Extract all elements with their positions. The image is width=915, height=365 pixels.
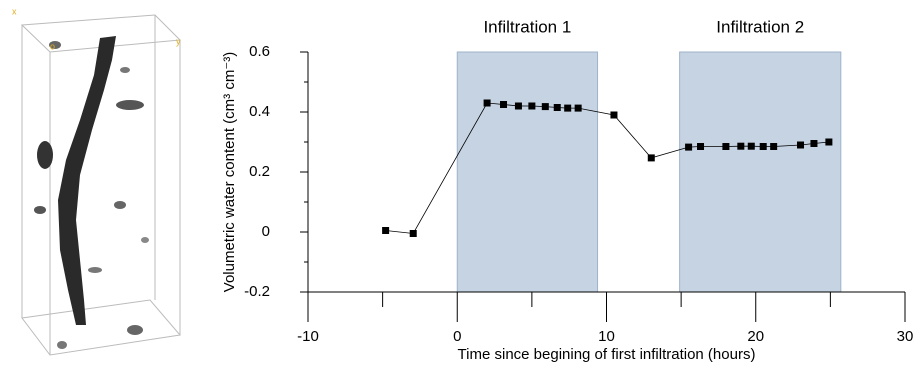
data-point <box>770 143 778 150</box>
blob <box>88 267 102 273</box>
blob <box>141 237 149 243</box>
blob <box>120 67 130 73</box>
data-point <box>825 138 833 146</box>
axis-label-x: x <box>12 6 17 16</box>
data-point <box>528 102 536 110</box>
macropore <box>58 36 116 325</box>
blob <box>114 201 126 209</box>
blob <box>37 141 53 169</box>
axis-label-origin: o <box>50 41 55 51</box>
infiltration-region <box>456 51 599 293</box>
data-point <box>564 104 572 112</box>
y-axis-title: Volumetric water content (cm³ cm⁻³) <box>221 52 238 292</box>
x-tick-label: 10 <box>598 328 615 345</box>
y-tick-label: 0.2 <box>249 163 270 180</box>
y-tick-label: -0.2 <box>244 283 270 300</box>
data-point <box>697 143 705 150</box>
series-line <box>385 102 829 234</box>
axis-label-y: y <box>176 36 181 46</box>
data-point <box>382 227 390 234</box>
data-point <box>647 154 655 162</box>
data-point <box>722 143 730 150</box>
blob <box>127 325 143 335</box>
blob <box>34 206 46 214</box>
y-tick-label: 0 <box>262 223 270 240</box>
box-bottom <box>21 299 181 356</box>
data-point <box>610 111 618 119</box>
blob <box>116 100 144 110</box>
region-label: Infiltration 1 <box>483 17 571 36</box>
x-tick-label: 0 <box>453 328 461 345</box>
data-point <box>810 140 818 147</box>
region-label: Infiltration 2 <box>716 17 804 36</box>
x-tick-label: -10 <box>297 328 319 345</box>
volume-render <box>20 14 182 356</box>
data-point <box>747 142 755 150</box>
data-point <box>500 101 508 108</box>
data-point <box>483 99 491 107</box>
infiltration-region <box>679 51 842 293</box>
data-point <box>409 230 417 237</box>
data-point <box>797 141 805 149</box>
x-axis-title: Time since begining of first infiltratio… <box>458 346 756 363</box>
data-point <box>737 142 745 150</box>
data-point <box>553 104 561 111</box>
blob <box>49 41 61 49</box>
blob <box>57 341 67 349</box>
pore-structures <box>34 36 149 349</box>
data-point <box>574 104 582 112</box>
y-tick-label: 0.6 <box>249 43 270 60</box>
data-point <box>759 143 767 150</box>
y-tick-label: 0.4 <box>249 103 270 120</box>
x-tick-label: 30 <box>897 328 914 345</box>
data-point <box>514 102 522 110</box>
data-point <box>541 103 549 111</box>
data-point <box>685 143 693 151</box>
x-tick-label: 20 <box>747 328 764 345</box>
